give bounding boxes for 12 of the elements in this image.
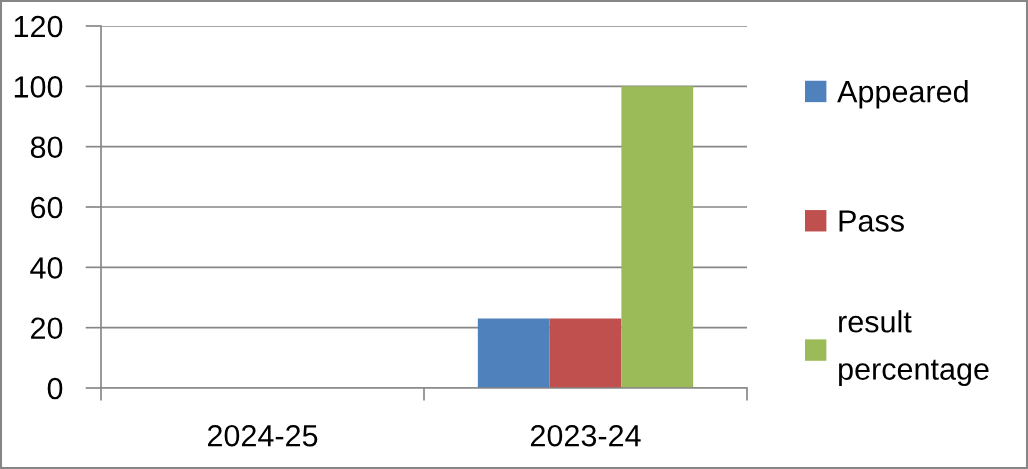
y-tick-label: 40: [30, 257, 63, 279]
y-tick-label: 120: [14, 15, 63, 38]
x-tick-label: 2023-24: [530, 424, 641, 447]
legend-label: Pass: [839, 210, 904, 232]
y-tick-label: 20: [31, 317, 63, 340]
legend-label: Appeared: [837, 80, 968, 109]
legend-label: result percentage: [839, 310, 989, 386]
y-tick-label: 0: [47, 377, 63, 400]
y-tick-label: 60: [31, 196, 63, 219]
y-tick-label: 100: [14, 76, 63, 98]
y-tick-label: 80: [30, 136, 63, 159]
x-tick-label: 2024-25: [207, 424, 318, 447]
